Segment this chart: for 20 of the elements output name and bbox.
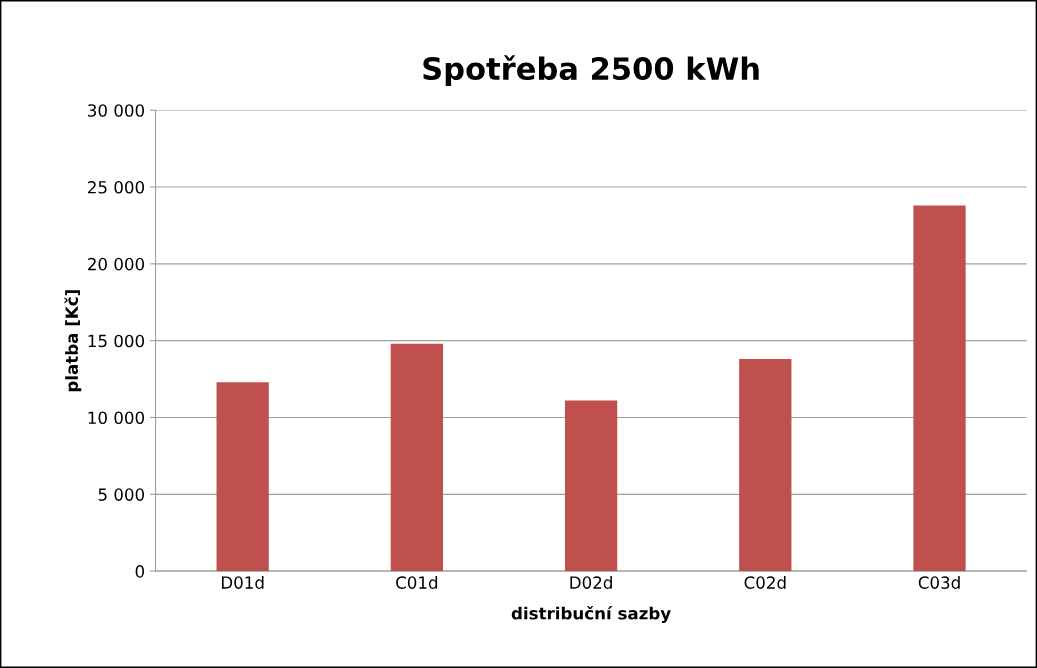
x-axis-title: distribuční sazby — [511, 606, 671, 623]
x-tick-label: C01d — [396, 576, 438, 589]
bar — [913, 205, 966, 572]
y-axis-title: platba [Kč] — [64, 290, 82, 392]
chart-title: Spotřeba 2500 kWh — [423, 55, 759, 87]
bar — [216, 382, 269, 572]
y-tick-label: 15 000 — [88, 334, 145, 348]
bar — [564, 400, 618, 572]
y-tick-label: 10 000 — [88, 411, 145, 425]
y-tick-label: 0 — [135, 565, 145, 578]
y-tick-label: 20 000 — [88, 257, 145, 271]
bar — [739, 359, 792, 572]
y-tick-label: 25 000 — [88, 181, 145, 194]
bar — [390, 343, 444, 572]
y-tick-label: 30 000 — [88, 104, 145, 117]
x-tick-label: C02d — [744, 576, 786, 589]
x-tick-label: D02d — [570, 576, 612, 589]
x-tick-label: C03d — [918, 576, 960, 589]
x-tick-label: D01d — [221, 576, 264, 589]
y-tick-label: 5 000 — [98, 488, 145, 501]
